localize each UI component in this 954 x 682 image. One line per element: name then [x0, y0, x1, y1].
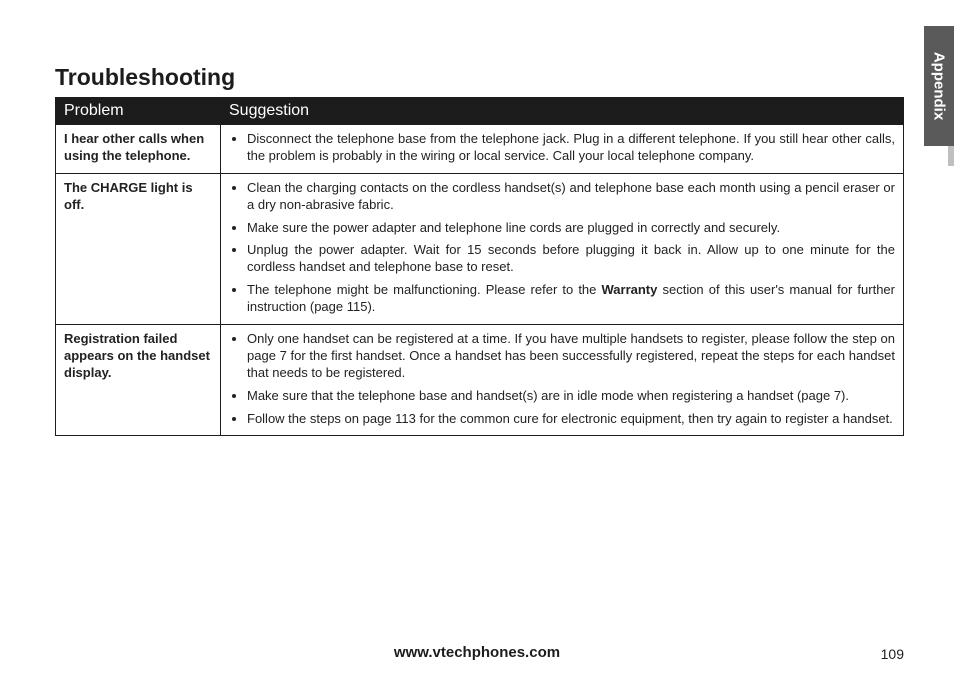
cell-problem: I hear other calls when using the teleph… — [56, 125, 221, 174]
suggestion-item: Clean the charging contacts on the cordl… — [247, 180, 895, 214]
cell-suggestion: Only one handset can be registered at a … — [221, 325, 904, 436]
suggestion-list: Disconnect the telephone base from the t… — [229, 131, 895, 165]
footer-url: www.vtechphones.com — [394, 644, 560, 661]
suggestion-item: Make sure that the telephone base and ha… — [247, 388, 895, 405]
suggestion-item: Make sure the power adapter and telephon… — [247, 220, 895, 237]
footer: www.vtechphones.com — [0, 644, 954, 662]
suggestion-item: Disconnect the telephone base from the t… — [247, 131, 895, 165]
page-number: 109 — [881, 646, 904, 662]
cell-suggestion: Clean the charging contacts on the cordl… — [221, 173, 904, 324]
col-header-suggestion: Suggestion — [221, 98, 904, 125]
table-row: I hear other calls when using the teleph… — [56, 125, 904, 174]
troubleshooting-table: Problem Suggestion I hear other calls wh… — [55, 97, 904, 436]
suggestion-item: Follow the steps on page 113 for the com… — [247, 411, 895, 428]
table-row: The CHARGE light is off. Clean the chargi… — [56, 173, 904, 324]
col-header-problem: Problem — [56, 98, 221, 125]
suggestion-list: Clean the charging contacts on the cordl… — [229, 180, 895, 316]
suggestion-item: The telephone might be malfunctioning. P… — [247, 282, 895, 316]
cell-problem: Registration failed appears on the hands… — [56, 325, 221, 436]
side-tab-appendix: Appendix — [924, 26, 954, 146]
side-tab-stub — [948, 146, 954, 166]
side-tab-label: Appendix — [931, 52, 948, 120]
suggestion-list: Only one handset can be registered at a … — [229, 331, 895, 427]
page-title: Troubleshooting — [55, 64, 904, 91]
table-row: Registration failed appears on the hands… — [56, 325, 904, 436]
cell-problem: The CHARGE light is off. — [56, 173, 221, 324]
cell-suggestion: Disconnect the telephone base from the t… — [221, 125, 904, 174]
suggestion-item: Unplug the power adapter. Wait for 15 se… — [247, 242, 895, 276]
content-area: Troubleshooting Problem Suggestion I hea… — [55, 64, 904, 436]
bold-term: Warranty — [602, 282, 658, 297]
suggestion-item: Only one handset can be registered at a … — [247, 331, 895, 382]
page: Appendix Troubleshooting Problem Suggest… — [0, 0, 954, 682]
table-body: I hear other calls when using the teleph… — [56, 125, 904, 436]
